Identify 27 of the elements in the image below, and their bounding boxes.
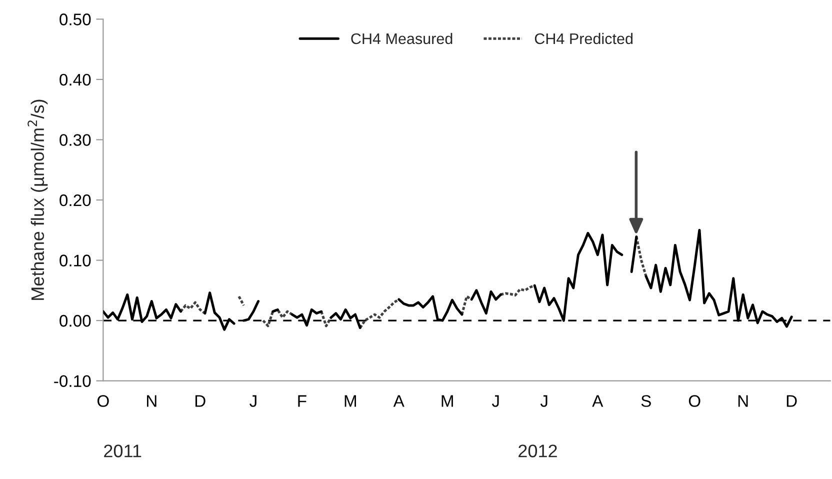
legend-label: CH4 Predicted [534,32,633,44]
legend-label: CH4 Measured [351,32,452,44]
x-tick-label: O [97,395,109,407]
y-tick-label: 0.00 [60,314,91,327]
y-axis-title: Methane flux (µmol/m$^{2}$/s) [28,100,48,300]
y-tick-label: 0.10 [60,254,91,266]
x-tick-label: O [688,395,700,407]
x-tick-label: D [195,395,206,407]
x-tick-label: M [344,395,356,407]
text: 2011 [104,444,142,458]
x-tick-label: J [492,395,499,407]
y-tick-label: 0.50 [60,14,91,26]
x-tick-label: D [786,395,797,407]
x-tick-label: M [442,395,453,407]
x-tick-label: A [592,395,604,407]
x-tick-label: J [540,395,548,407]
y-tick-label: -0.10 [54,375,91,388]
text: 2012 [518,444,557,458]
x-tick-label: A [393,395,404,407]
y-tick-label: 0.40 [60,74,91,86]
y-tick-label: 0.30 [60,134,91,146]
x-tick-label: F [298,395,306,407]
x-tick-label: S [641,395,651,407]
x-tick-label: N [738,395,748,407]
x-tick-label: N [146,395,156,407]
y-tick-label: 0.20 [60,194,91,206]
x-tick-label: J [250,395,256,407]
